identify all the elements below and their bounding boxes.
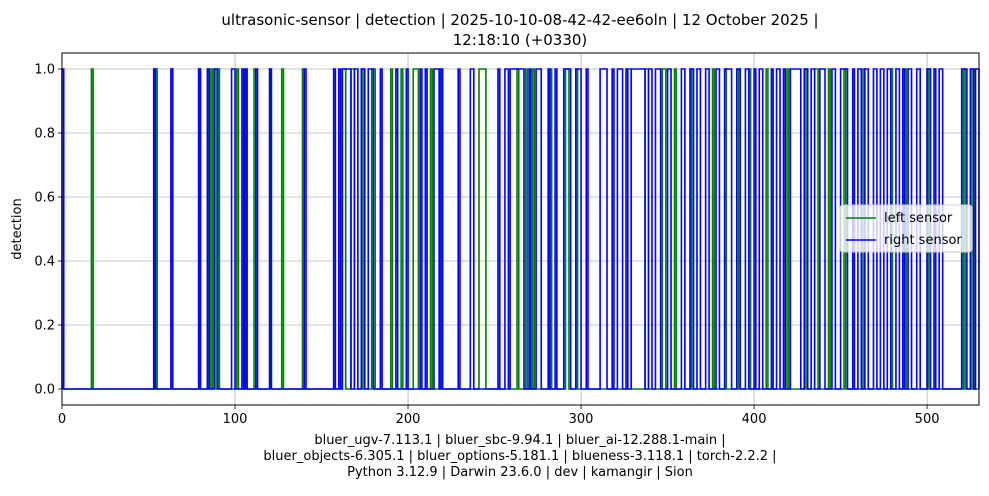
x-axis-label-line-1: bluer_ugv-7.113.1 | bluer_sbc-9.94.1 | b… xyxy=(314,433,725,448)
y-axis-label: detection xyxy=(10,198,25,259)
series-line-right-sensor xyxy=(61,68,980,390)
y-tick-label: 0.0 xyxy=(34,383,55,398)
axis-ticks: 0 100 200 300 400 500 0.0 0.2 0.4 0.6 0.8 1.0 xyxy=(34,63,939,428)
x-tick-label: 100 xyxy=(223,412,248,427)
x-tick-label: 500 xyxy=(915,412,940,427)
y-tick-label: 0.2 xyxy=(34,319,55,334)
x-tick-label: 400 xyxy=(742,412,767,427)
chart-title-line-2: 12:18:10 (+0330) xyxy=(453,31,588,49)
y-tick-label: 0.6 xyxy=(34,191,55,206)
chart-title-line-1: ultrasonic-sensor | detection | 2025-10-… xyxy=(221,11,818,29)
plot-frame xyxy=(61,52,980,406)
x-tick-label: 300 xyxy=(569,412,594,427)
legend-label-right-sensor: right sensor xyxy=(884,233,962,248)
x-axis-label-line-2: bluer_objects-6.305.1 | bluer_options-5.… xyxy=(263,449,776,464)
x-tick-label: 200 xyxy=(396,412,421,427)
legend-label-left-sensor: left sensor xyxy=(884,211,953,226)
legend: left sensor right sensor xyxy=(839,204,973,253)
x-axis-label-line-3: Python 3.12.9 | Darwin 23.6.0 | dev | ka… xyxy=(347,465,693,480)
y-tick-label: 0.8 xyxy=(34,127,55,142)
x-tick-label: 0 xyxy=(58,412,66,427)
y-tick-label: 0.4 xyxy=(34,255,55,270)
y-tick-label: 1.0 xyxy=(34,63,55,78)
series-lines xyxy=(61,68,980,390)
